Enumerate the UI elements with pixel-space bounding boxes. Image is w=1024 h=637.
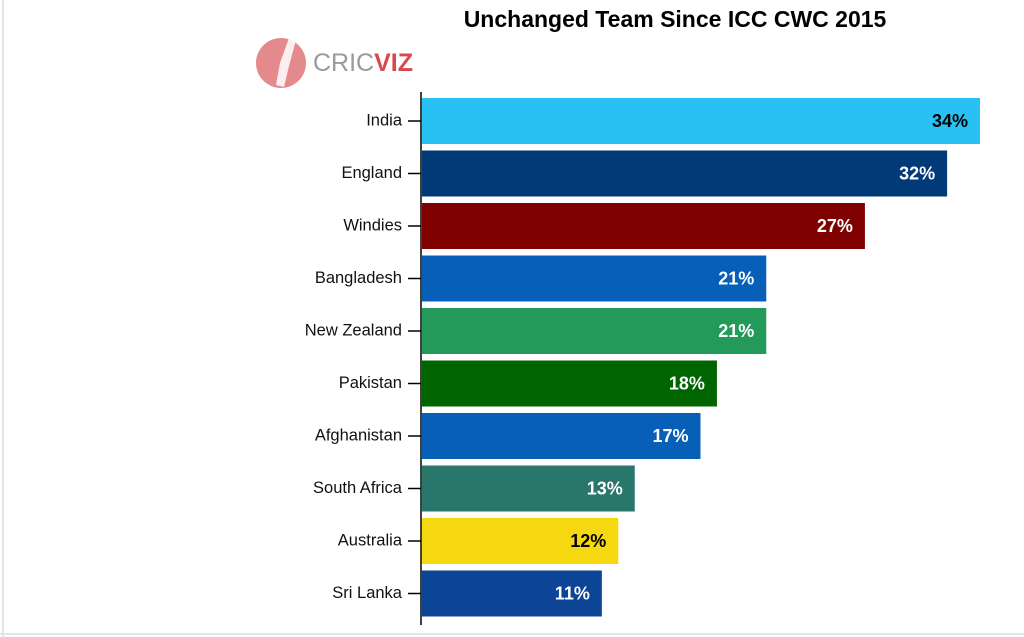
bar [422, 570, 602, 617]
bar [422, 98, 980, 144]
bar [422, 203, 865, 249]
value-label: 13% [587, 478, 623, 498]
y-tick-label: Australia [338, 531, 403, 549]
y-tick-label: Afghanistan [315, 426, 402, 444]
y-tick-label: Bangladesh [315, 269, 402, 287]
value-label: 21% [718, 268, 754, 288]
y-tick-label: England [341, 164, 402, 182]
value-label: 21% [718, 321, 754, 341]
bar [422, 360, 717, 407]
value-label: 32% [899, 163, 935, 183]
bar [422, 150, 948, 197]
value-label: 17% [652, 426, 688, 446]
logo-bat [276, 38, 296, 87]
y-tick-label: Sri Lanka [332, 584, 403, 602]
bar [422, 413, 701, 459]
bar [422, 308, 767, 354]
y-tick-label: India [366, 111, 403, 129]
y-tick-label: New Zealand [305, 321, 402, 339]
chart-title: Unchanged Team Since ICC CWC 2015 [464, 6, 887, 32]
value-label: 11% [555, 583, 590, 603]
logo-text-part: VIZ [374, 49, 413, 77]
bar [422, 518, 619, 564]
bar [422, 255, 767, 302]
y-tick-label: South Africa [313, 479, 403, 497]
y-tick-label: Windies [343, 216, 402, 234]
value-label: 12% [570, 531, 606, 551]
bar [422, 465, 635, 512]
logo-text-part: CRIC [313, 49, 374, 77]
value-label: 27% [817, 216, 853, 236]
value-label: 18% [669, 373, 705, 393]
value-label: 34% [932, 111, 968, 131]
logo-text: CRICVIZ [313, 49, 413, 77]
y-tick-label: Pakistan [339, 374, 402, 392]
logo: CRICVIZ [256, 38, 413, 88]
